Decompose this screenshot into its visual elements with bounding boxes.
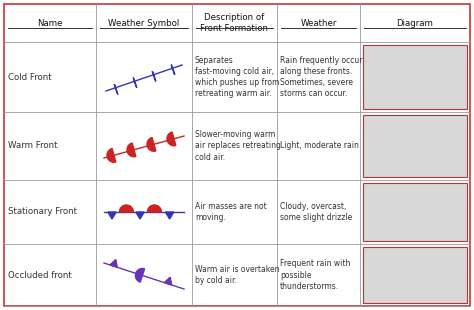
Polygon shape (136, 268, 145, 282)
Text: Weather Symbol: Weather Symbol (109, 19, 180, 28)
Text: Air masses are not
moving.: Air masses are not moving. (195, 202, 267, 222)
Polygon shape (133, 78, 137, 88)
Text: Diagram: Diagram (397, 19, 433, 28)
Polygon shape (110, 259, 117, 267)
Polygon shape (164, 277, 172, 285)
Polygon shape (107, 148, 116, 162)
Text: Cold Front: Cold Front (8, 73, 52, 82)
Text: Slower-moving warm
air replaces retreating
cold air.: Slower-moving warm air replaces retreati… (195, 131, 281, 162)
Polygon shape (152, 71, 156, 81)
Polygon shape (136, 212, 144, 219)
Text: Warm air is overtaken
by cold air.: Warm air is overtaken by cold air. (195, 265, 280, 285)
Text: Warm Front: Warm Front (8, 141, 57, 150)
Text: Rain frequently occurs
along these fronts.
Sometimes, severe
storms can occur.: Rain frequently occurs along these front… (280, 56, 366, 98)
Polygon shape (165, 212, 174, 219)
Polygon shape (108, 212, 116, 219)
Bar (363, 115, 467, 177)
Polygon shape (147, 205, 162, 212)
Text: Frequent rain with
possible
thunderstorms.: Frequent rain with possible thunderstorm… (280, 259, 350, 290)
Polygon shape (171, 64, 175, 75)
Bar (363, 247, 467, 303)
Polygon shape (167, 132, 176, 146)
Polygon shape (127, 143, 136, 157)
Bar (363, 45, 467, 109)
Text: Light, moderate rain: Light, moderate rain (280, 141, 359, 150)
Text: Cloudy, overcast,
some slight drizzle: Cloudy, overcast, some slight drizzle (280, 202, 352, 222)
Text: Occluded front: Occluded front (8, 271, 72, 280)
Text: Stationary Front: Stationary Front (8, 207, 77, 216)
Text: Name: Name (37, 19, 63, 28)
Text: Separates
fast-moving cold air,
which pushes up from
retreating warm air.: Separates fast-moving cold air, which pu… (195, 56, 279, 98)
Text: Description of
Front Formation: Description of Front Formation (201, 13, 268, 33)
Polygon shape (147, 138, 156, 151)
Polygon shape (119, 205, 133, 212)
Bar (363, 183, 467, 241)
Polygon shape (114, 84, 118, 94)
Text: Weather: Weather (301, 19, 337, 28)
